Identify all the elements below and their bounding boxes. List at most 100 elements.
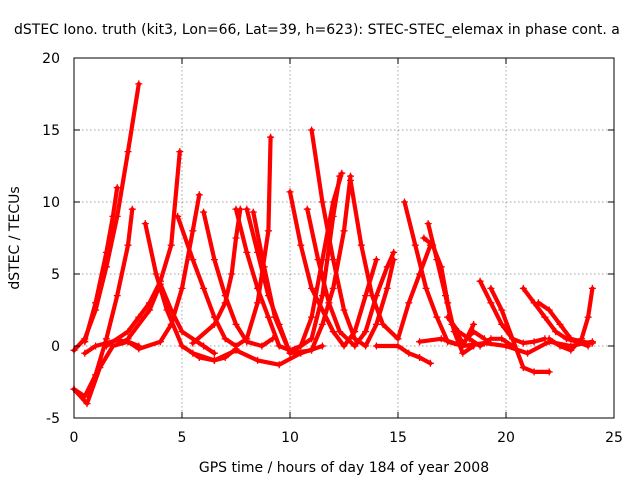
- data-point: [336, 328, 344, 336]
- data-point: [362, 328, 370, 336]
- data-point: [545, 338, 553, 346]
- data-point: [167, 241, 175, 249]
- data-point: [401, 198, 408, 206]
- data-point: [124, 148, 132, 156]
- data-point: [318, 198, 326, 206]
- data-point: [357, 241, 365, 249]
- data-point: [318, 306, 326, 314]
- data-point: [422, 284, 430, 292]
- data-point: [102, 342, 110, 350]
- data-point: [102, 248, 110, 256]
- data-point: [567, 342, 575, 350]
- data-point: [420, 234, 428, 242]
- data-point: [416, 354, 424, 361]
- data-point: [487, 335, 495, 343]
- data-point: [92, 342, 100, 350]
- plot-frame: [73, 57, 615, 419]
- data-point: [459, 342, 467, 350]
- data-point: [124, 328, 132, 336]
- data-point: [189, 339, 197, 347]
- data-point: [465, 335, 473, 343]
- data-series: [200, 208, 277, 350]
- y-tick-label: 0: [51, 339, 60, 355]
- data-point: [167, 306, 175, 314]
- data-point: [552, 328, 560, 336]
- data-series: [416, 335, 596, 357]
- data-point: [372, 256, 380, 264]
- data-point: [379, 320, 387, 328]
- data-point: [303, 205, 311, 213]
- data-point: [530, 368, 538, 376]
- data-series: [81, 184, 121, 346]
- data-series: [286, 188, 380, 350]
- data-point: [200, 208, 208, 216]
- data-point: [405, 299, 413, 307]
- data-point: [92, 299, 100, 307]
- data-point: [135, 345, 143, 353]
- data-point: [275, 342, 283, 350]
- data-point: [519, 284, 527, 292]
- data-series-line: [374, 343, 433, 366]
- data-point: [271, 313, 279, 321]
- data-point: [318, 320, 326, 328]
- data-point: [405, 349, 413, 357]
- data-point: [329, 328, 337, 336]
- data-point: [442, 292, 449, 300]
- data-point: [545, 368, 553, 376]
- data-point: [124, 335, 132, 343]
- data-point: [135, 80, 143, 88]
- data-point: [588, 284, 596, 292]
- data-point: [243, 205, 251, 213]
- data-series: [308, 126, 398, 350]
- data-point: [502, 342, 510, 350]
- x-tick-labels: 0 5 10 15 20 25: [70, 430, 623, 446]
- data-point: [232, 320, 240, 328]
- data-series: [372, 342, 434, 367]
- data-point: [81, 338, 89, 346]
- data-point: [260, 263, 268, 271]
- axis-ticks: [73, 57, 615, 419]
- data-point: [416, 338, 424, 346]
- data-point: [437, 335, 445, 343]
- data-point: [584, 313, 592, 321]
- data-point: [243, 248, 251, 256]
- y-tick-label: 20: [42, 51, 60, 67]
- data-point: [314, 256, 322, 264]
- data-point: [329, 256, 337, 264]
- data-point: [588, 338, 596, 346]
- data-series-line: [71, 81, 141, 353]
- data-point: [249, 208, 257, 216]
- data-point: [530, 338, 538, 346]
- data-point: [519, 364, 527, 372]
- data-point: [394, 335, 402, 343]
- data-point: [383, 284, 391, 292]
- data-point: [347, 176, 354, 184]
- data-point: [534, 299, 542, 307]
- data-point: [254, 299, 262, 307]
- data-point: [178, 284, 186, 292]
- data-point: [189, 349, 197, 357]
- data-point: [519, 339, 527, 347]
- data-point: [509, 335, 516, 343]
- data-point: [470, 320, 478, 328]
- y-tick-label: 15: [42, 123, 60, 139]
- data-series: [189, 205, 244, 347]
- data-point: [141, 220, 149, 228]
- data-point: [329, 284, 337, 292]
- y-tick-label: 10: [42, 195, 60, 211]
- data-point: [383, 263, 391, 271]
- data-point: [178, 328, 186, 336]
- data-point: [368, 292, 376, 300]
- data-point: [210, 256, 218, 264]
- data-point: [411, 241, 419, 249]
- data-point: [487, 284, 495, 292]
- data-point: [264, 227, 272, 235]
- data-point: [243, 338, 251, 346]
- data-point: [210, 349, 218, 357]
- data-point: [556, 320, 564, 328]
- data-point: [264, 313, 272, 321]
- data-point: [81, 349, 89, 357]
- data-point: [221, 335, 229, 343]
- data-point: [308, 284, 316, 292]
- data-point: [362, 342, 370, 350]
